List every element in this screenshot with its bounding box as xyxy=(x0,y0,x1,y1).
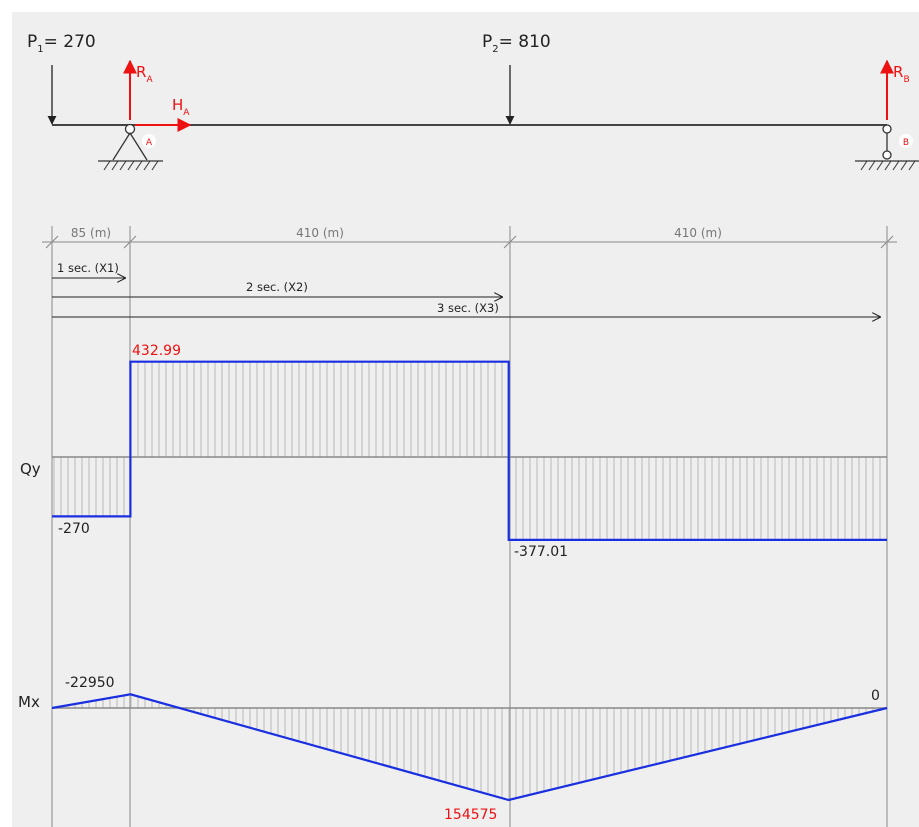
load-p2: P2= 810 xyxy=(482,32,551,125)
reaction-ha: HA xyxy=(135,96,192,132)
reaction-ha-label: HA xyxy=(172,96,190,118)
guide-lines xyxy=(51,226,888,827)
support-a-pin xyxy=(124,123,136,135)
moment-axis-label: Mx xyxy=(18,693,40,711)
reaction-ra: RA xyxy=(123,59,153,120)
shear-label-left: -270 xyxy=(58,521,90,537)
span-2-label: 410 (m) xyxy=(296,226,344,240)
support-b-badge xyxy=(899,134,913,148)
moment-label-a: -22950 xyxy=(65,675,115,691)
span-3-label: 410 (m) xyxy=(674,226,722,240)
reaction-rb-label: RB xyxy=(893,63,910,85)
shear-label-mid: 432.99 xyxy=(132,343,181,359)
support-a: A xyxy=(98,123,163,171)
beam-scheme: P1= 270 P2= 810 RA HA RB A xyxy=(27,32,919,171)
support-b-letter: B xyxy=(903,138,909,148)
section-2-label: 2 sec. (X2) xyxy=(246,280,308,294)
reaction-ra-label: RA xyxy=(136,63,153,85)
section-3-label: 3 sec. (X3) xyxy=(437,301,499,315)
moment-curve xyxy=(51,693,888,802)
reaction-rb: RB xyxy=(880,59,910,120)
span-1-label: 85 (m) xyxy=(71,226,111,240)
load-p1: P1= 270 xyxy=(27,32,96,125)
load-p2-label: P2= 810 xyxy=(482,32,551,55)
moment-label-b: 0 xyxy=(871,688,880,704)
support-b: B xyxy=(855,124,919,171)
shear-diagram: Qy -270 432.99 -377.01 xyxy=(20,343,887,560)
support-b-pin-bottom xyxy=(882,150,892,160)
shear-label-right: -377.01 xyxy=(514,544,568,560)
section-1-label: 1 sec. (X1) xyxy=(57,261,119,275)
shear-axis-label: Qy xyxy=(20,460,41,478)
background-panel xyxy=(12,12,919,827)
moment-diagram: Mx -22950 154575 0 xyxy=(18,675,888,823)
shear-curve xyxy=(52,360,887,541)
section-arrows: 1 sec. (X1) 2 sec. (X2) 3 sec. (X3) xyxy=(52,261,880,317)
moment-hatching xyxy=(60,694,881,800)
support-a-badge xyxy=(142,134,156,148)
moment-label-c: 154575 xyxy=(444,807,497,823)
support-b-pin-top xyxy=(882,124,892,134)
load-p1-label: P1= 270 xyxy=(27,32,96,55)
support-a-letter: A xyxy=(146,138,153,148)
